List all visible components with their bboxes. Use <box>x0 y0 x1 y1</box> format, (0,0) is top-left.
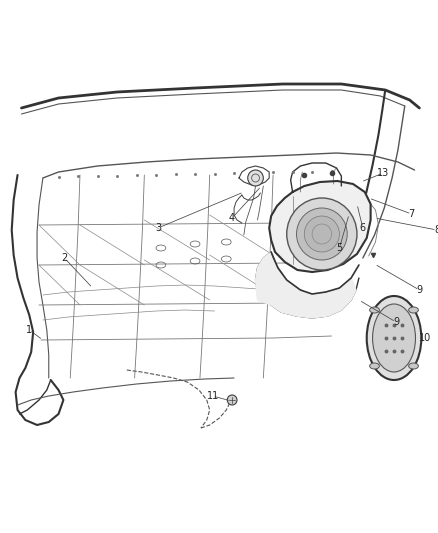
Text: 9: 9 <box>393 317 399 327</box>
Text: 8: 8 <box>434 225 438 235</box>
Text: 1: 1 <box>26 325 32 335</box>
Polygon shape <box>269 181 371 272</box>
Circle shape <box>304 216 339 252</box>
Text: 4: 4 <box>229 213 235 223</box>
Ellipse shape <box>373 304 416 372</box>
Text: 2: 2 <box>61 253 67 263</box>
Ellipse shape <box>370 363 379 369</box>
Circle shape <box>287 198 357 270</box>
Ellipse shape <box>409 307 418 313</box>
Text: 6: 6 <box>360 223 366 233</box>
Circle shape <box>297 208 347 260</box>
Text: 13: 13 <box>377 168 389 178</box>
Ellipse shape <box>367 296 421 380</box>
Text: 11: 11 <box>206 391 219 401</box>
Ellipse shape <box>409 363 418 369</box>
Text: 10: 10 <box>419 333 431 343</box>
Text: 7: 7 <box>409 209 415 219</box>
Circle shape <box>227 395 237 405</box>
Text: 5: 5 <box>336 243 343 253</box>
Ellipse shape <box>370 307 379 313</box>
Circle shape <box>248 170 263 186</box>
Text: 3: 3 <box>155 223 161 233</box>
Polygon shape <box>255 252 356 318</box>
Text: 9: 9 <box>417 285 422 295</box>
